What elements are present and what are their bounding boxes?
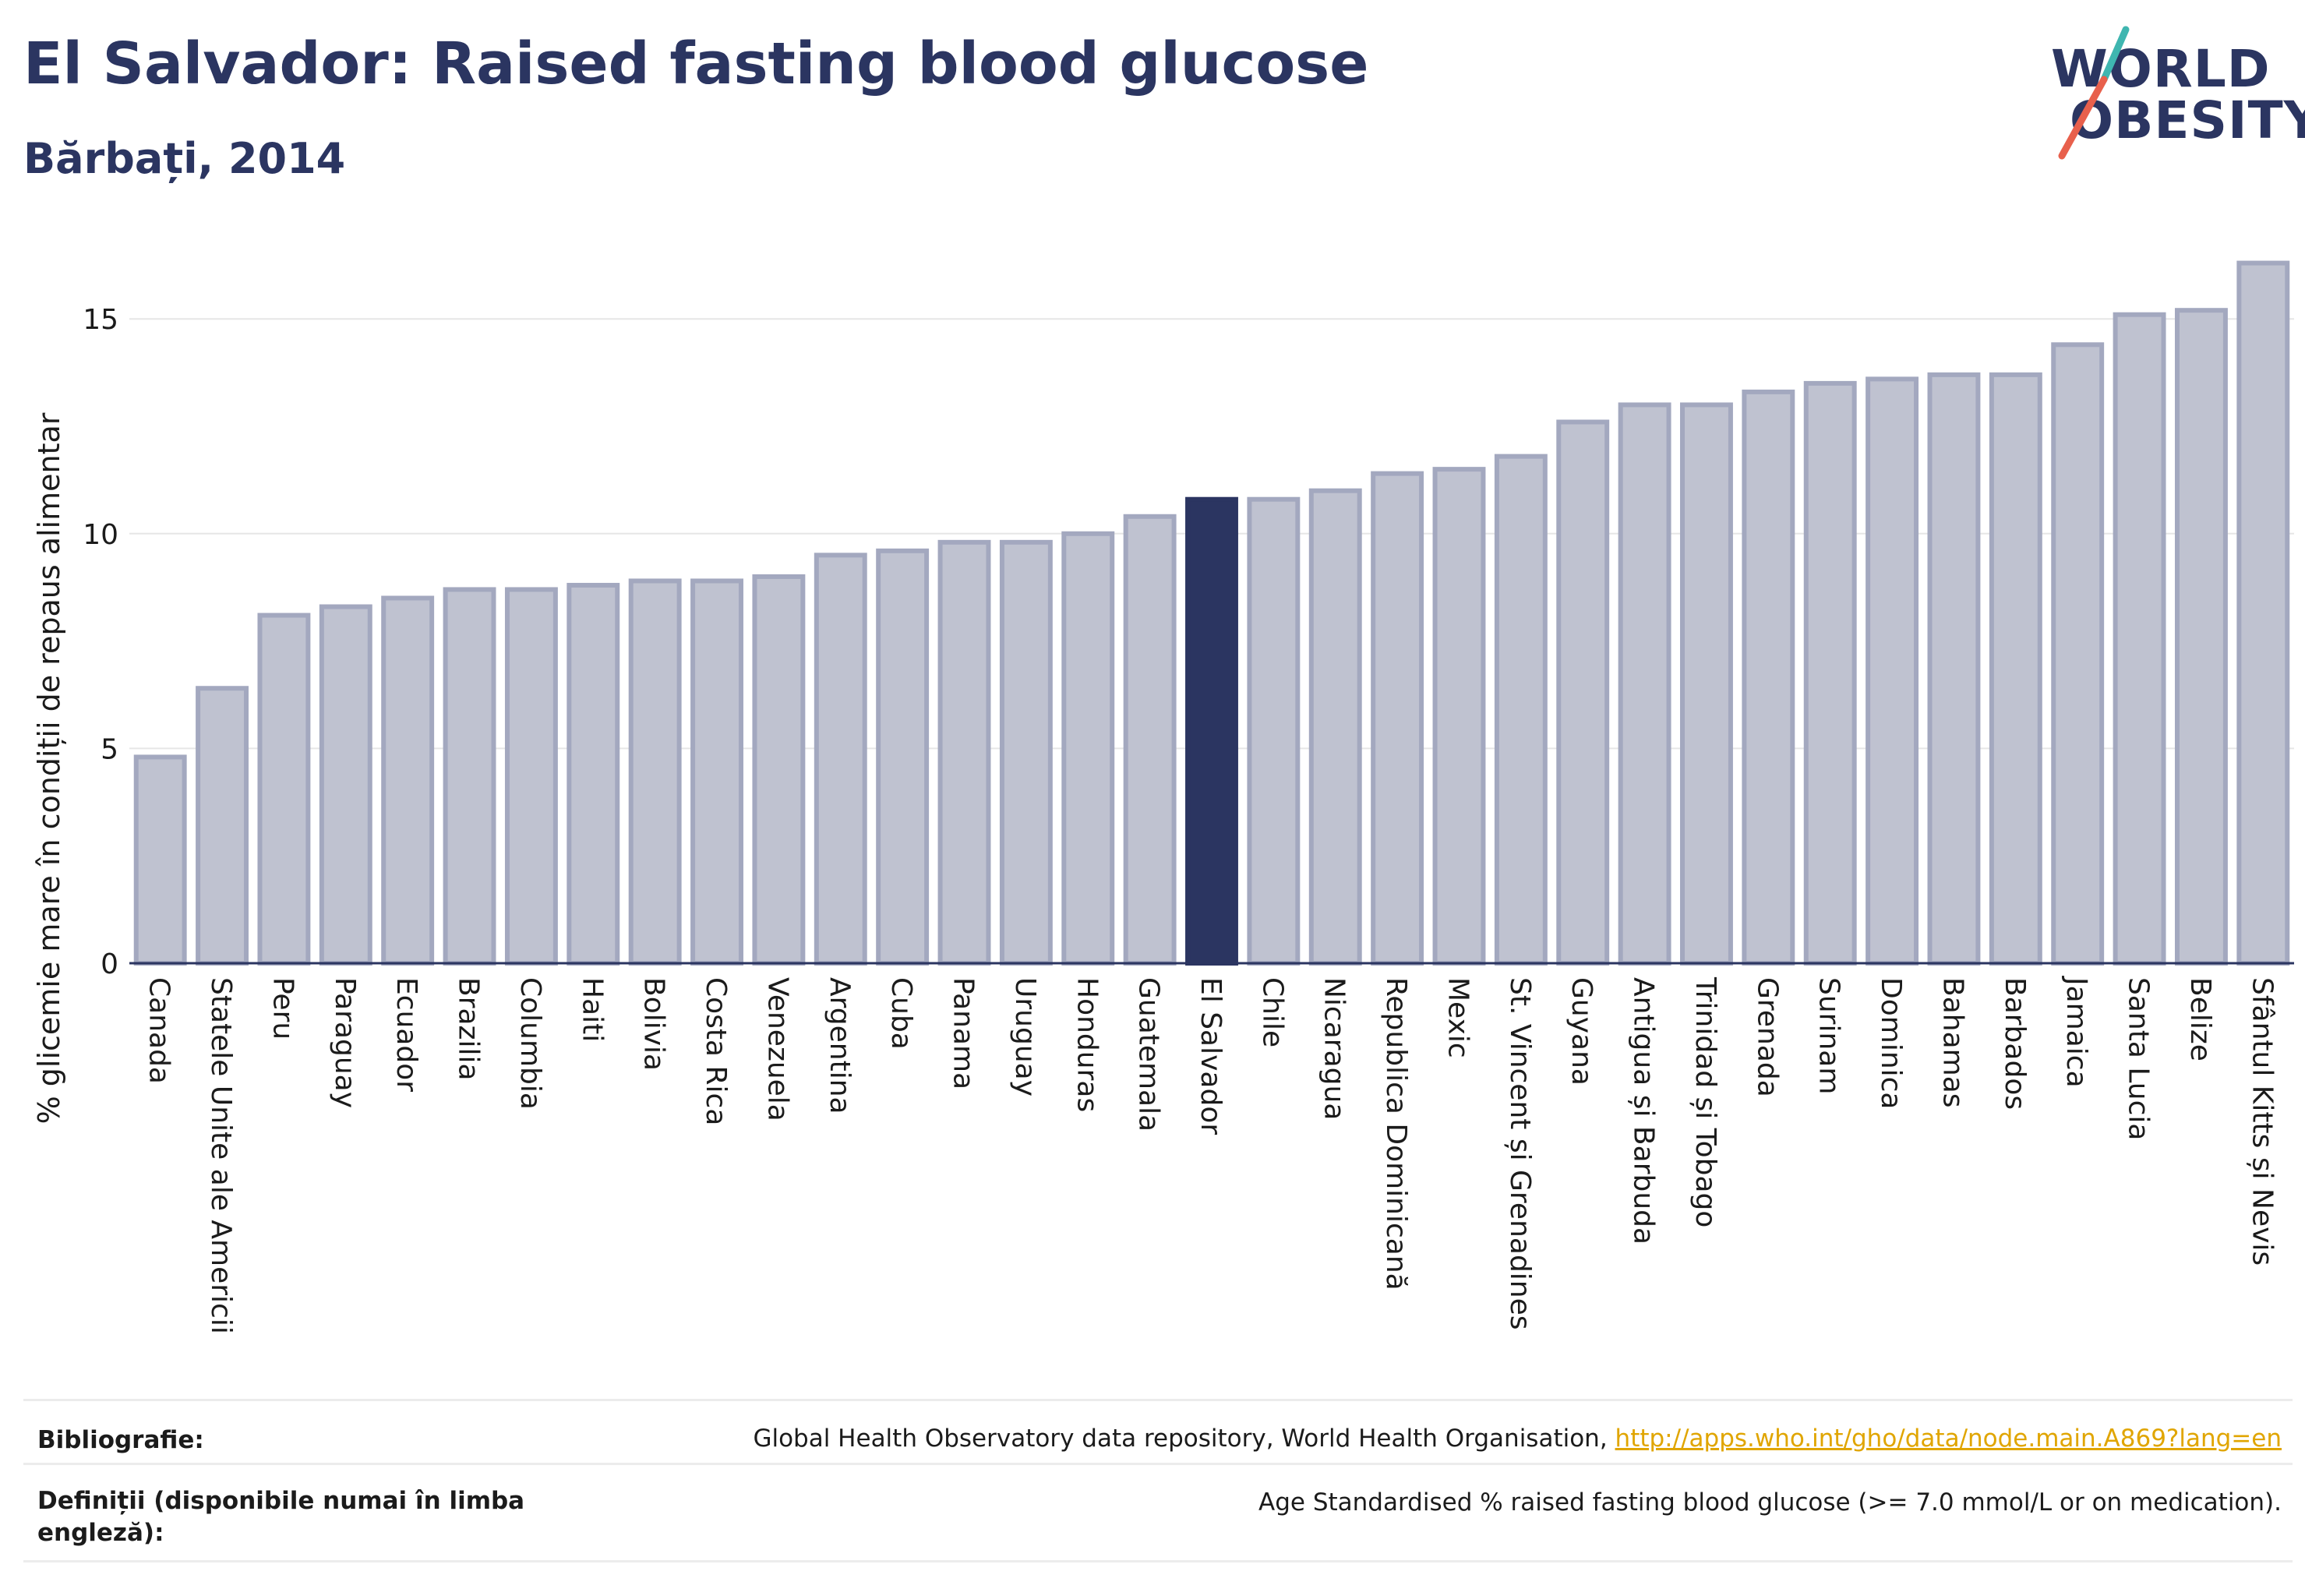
x-tick-label: Bahamas bbox=[1936, 977, 1968, 1108]
y-axis-label: % glicemie mare în condiții de repaus al… bbox=[32, 412, 66, 1124]
x-tick-label: Trinidad și Tobago bbox=[1689, 976, 1721, 1227]
bar-canada bbox=[133, 754, 187, 966]
bar-ecuador bbox=[381, 595, 435, 966]
x-tick-label: Mexic bbox=[1442, 977, 1474, 1058]
bar-cuba bbox=[876, 548, 930, 966]
bar-trinidad-și-tobago bbox=[1680, 402, 1733, 966]
x-tick-label: El Salvador bbox=[1195, 977, 1227, 1135]
x-tick-label: Uruguay bbox=[1009, 977, 1041, 1096]
x-tick-label: Belize bbox=[2184, 977, 2216, 1061]
y-tick-label: 0 bbox=[101, 948, 118, 980]
x-tick-label: Dominica bbox=[1875, 977, 1907, 1110]
bar-bolivia bbox=[628, 578, 682, 966]
x-tick-label: Bolivia bbox=[638, 977, 670, 1071]
bibliography-label: Bibliografie: bbox=[37, 1426, 204, 1454]
world-obesity-logo: WORLD OBESITY bbox=[2042, 23, 2305, 164]
bar-belize bbox=[2174, 308, 2228, 966]
x-tick-label: Peru bbox=[267, 977, 298, 1040]
bibliography-value: Global Health Observatory data repositor… bbox=[753, 1425, 2282, 1453]
bibliography-row: Bibliografie: Global Health Observatory … bbox=[23, 1399, 2293, 1465]
bar-argentina bbox=[814, 553, 867, 966]
x-tick-label: Argentina bbox=[824, 977, 856, 1114]
bar-uruguay bbox=[999, 539, 1053, 966]
bar-st-vincent-și-grenadines bbox=[1494, 454, 1548, 966]
x-tick-label: Guyana bbox=[1565, 977, 1597, 1086]
definitions-value: Age Standardised % raised fasting blood … bbox=[1258, 1488, 2282, 1517]
x-tick-label: Ecuador bbox=[390, 977, 422, 1092]
bar-brazilia bbox=[443, 587, 496, 966]
x-tick-label: Surinam bbox=[1813, 977, 1845, 1094]
definitions-label: Definiții (disponibile numai în limba en… bbox=[37, 1487, 525, 1547]
bar-venezuela bbox=[752, 574, 806, 966]
bar-costa-rica bbox=[690, 578, 743, 966]
x-tick-label: Venezuela bbox=[761, 977, 793, 1121]
bar-republica-dominicană bbox=[1371, 471, 1424, 966]
bar-columbia bbox=[504, 587, 558, 966]
y-tick-label: 10 bbox=[83, 519, 118, 551]
y-tick-label: 15 bbox=[83, 304, 118, 336]
bar-chart: 0 5 10 15 Canada Statele Unite ale Americii Pe… bbox=[32, 260, 2294, 1334]
bar-bahamas bbox=[1927, 372, 1981, 966]
axes: 0 5 10 15 Canada Statele Unite ale Americii Pe… bbox=[83, 304, 2294, 1334]
bar-honduras bbox=[1061, 531, 1115, 966]
bar-sfântul-kitts-și-nevis bbox=[2236, 260, 2290, 966]
bar-santa-lucia bbox=[2113, 312, 2166, 966]
definitions-row: Definiții (disponibile numai în limba en… bbox=[23, 1463, 2293, 1562]
x-tick-label: Columbia bbox=[514, 977, 546, 1110]
x-tick-label: Chile bbox=[1256, 977, 1288, 1047]
x-tick-label: Nicaragua bbox=[1318, 977, 1350, 1120]
x-tick-label: Panama bbox=[948, 977, 980, 1089]
x-tick-label: Canada bbox=[143, 977, 175, 1084]
bar-guatemala bbox=[1123, 514, 1177, 966]
x-tick-label: Paraguay bbox=[329, 977, 361, 1108]
x-tick-label: Haiti bbox=[576, 977, 608, 1042]
x-tick-label: Cuba bbox=[885, 977, 917, 1050]
bar-dominica bbox=[1866, 376, 1919, 966]
x-tick-label: Barbados bbox=[1999, 977, 2031, 1110]
logo-slash-icon bbox=[2058, 26, 2130, 160]
bars bbox=[133, 260, 2290, 966]
bar-el-salvador bbox=[1185, 496, 1238, 966]
bar-grenada bbox=[1742, 389, 1795, 966]
bar-barbados bbox=[1989, 372, 2042, 966]
bar-chile bbox=[1247, 496, 1301, 966]
bar-haiti bbox=[567, 582, 620, 966]
y-tick-label: 5 bbox=[101, 733, 118, 765]
bar-statele-unite-ale-americii bbox=[196, 686, 249, 966]
logo-text-obesity: OBESITY bbox=[2070, 90, 2305, 150]
bar-surinam bbox=[1803, 380, 1857, 966]
x-tick-label: Brazilia bbox=[453, 977, 485, 1081]
x-tick-label: Honduras bbox=[1071, 977, 1103, 1112]
chart-title: El Salvador: Raised fasting blood glucos… bbox=[23, 30, 1369, 97]
x-tick-label: Santa Lucia bbox=[2123, 977, 2155, 1140]
x-tick-label: Costa Rica bbox=[700, 977, 732, 1125]
x-tick-label: St. Vincent și Grenadines bbox=[1504, 977, 1536, 1330]
x-tick-label: Grenada bbox=[1751, 977, 1783, 1097]
x-tick-label: Statele Unite ale Americii bbox=[205, 977, 237, 1334]
bar-paraguay bbox=[319, 604, 372, 966]
bar-nicaragua bbox=[1308, 488, 1362, 966]
bar-antigua-și-barbuda bbox=[1618, 402, 1671, 966]
bibliography-text: Global Health Observatory data repositor… bbox=[753, 1425, 1615, 1453]
bar-jamaica bbox=[2051, 342, 2105, 966]
x-tick-label: Jamaica bbox=[2060, 976, 2092, 1088]
x-tick-label: Republica Dominicană bbox=[1380, 977, 1412, 1291]
logo-text-world: WORLD bbox=[2051, 39, 2271, 99]
chart-subtitle: Bărbați, 2014 bbox=[23, 134, 346, 183]
bar-panama bbox=[937, 539, 991, 966]
bar-guyana bbox=[1556, 419, 1610, 966]
x-tick-label: Antigua și Barbuda bbox=[1628, 977, 1660, 1245]
bar-peru bbox=[257, 613, 311, 966]
x-tick-label: Guatemala bbox=[1133, 977, 1165, 1132]
bar-mexic bbox=[1432, 467, 1486, 966]
x-tick-label: Sfântul Kitts și Nevis bbox=[2246, 977, 2278, 1266]
bibliography-link[interactable]: http://apps.who.int/gho/data/node.main.A… bbox=[1615, 1425, 2282, 1453]
